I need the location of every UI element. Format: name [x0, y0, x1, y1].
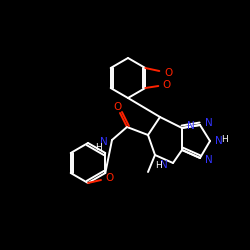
Text: O: O: [105, 173, 113, 183]
Text: N: N: [205, 155, 213, 165]
Text: O: O: [164, 68, 172, 78]
Text: N: N: [215, 136, 223, 146]
Text: H: H: [154, 160, 162, 170]
Text: N: N: [160, 160, 168, 170]
Text: N: N: [100, 137, 108, 147]
Text: O: O: [114, 102, 122, 112]
Text: H: H: [94, 144, 102, 152]
Text: O: O: [162, 80, 170, 90]
Text: N: N: [187, 121, 195, 131]
Text: N: N: [205, 118, 213, 128]
Text: H: H: [222, 136, 228, 144]
